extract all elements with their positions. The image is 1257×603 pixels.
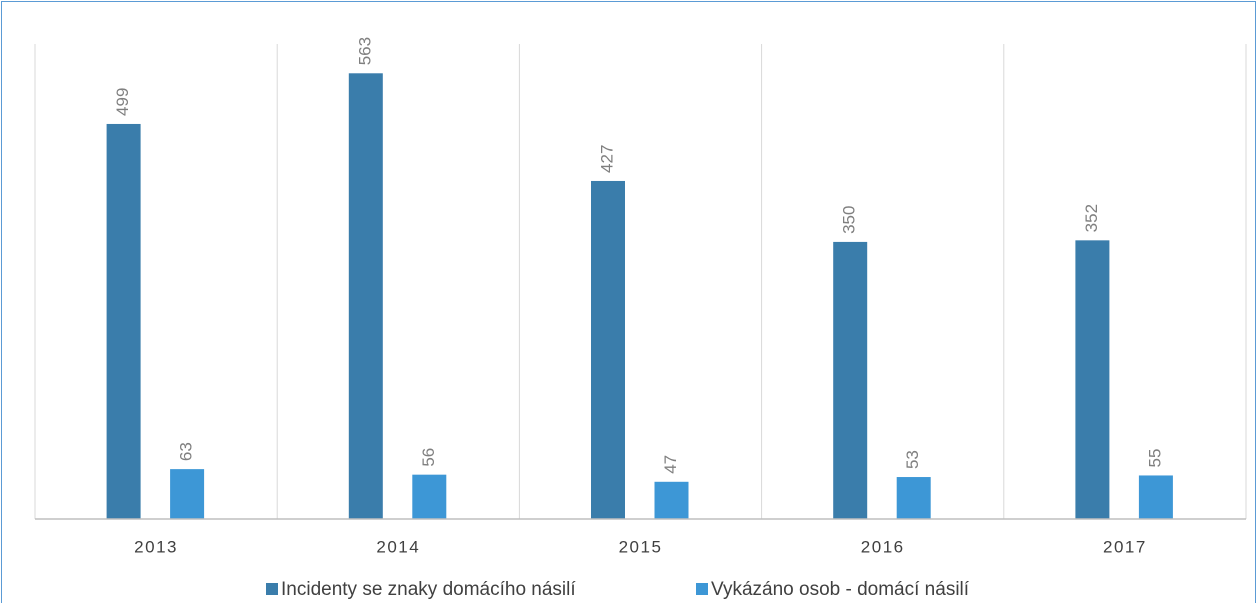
- legend-swatch: [266, 583, 278, 595]
- data-label: 56: [419, 448, 438, 467]
- bar: [591, 180, 625, 520]
- data-label: 47: [661, 455, 680, 474]
- x-tick-label: 2016: [861, 537, 905, 556]
- bar: [170, 469, 205, 519]
- bar: [654, 481, 689, 519]
- bar: [412, 474, 447, 519]
- bar: [833, 241, 868, 519]
- data-label: 352: [1082, 204, 1101, 232]
- data-label: 53: [903, 450, 922, 469]
- x-tick-label: 2017: [1103, 537, 1147, 556]
- legend-swatch: [696, 583, 708, 595]
- x-tick-label: 2013: [134, 537, 178, 556]
- data-label: 563: [355, 37, 374, 65]
- bar: [1075, 240, 1110, 520]
- legend-label: Incidenty se znaky domácího násilí: [281, 579, 576, 600]
- bar: [896, 477, 931, 519]
- x-tick-label: 2014: [376, 537, 420, 556]
- x-tick-label: 2015: [619, 537, 663, 556]
- bar: [1138, 475, 1173, 519]
- data-label: 350: [840, 206, 859, 234]
- bar: [106, 123, 141, 519]
- data-label: 63: [177, 442, 196, 461]
- data-label: 427: [597, 145, 616, 173]
- data-label: 499: [113, 88, 132, 116]
- legend-label: Vykázáno osob - domácí násilí: [711, 579, 970, 600]
- data-label: 55: [1145, 449, 1164, 468]
- bar: [348, 73, 383, 520]
